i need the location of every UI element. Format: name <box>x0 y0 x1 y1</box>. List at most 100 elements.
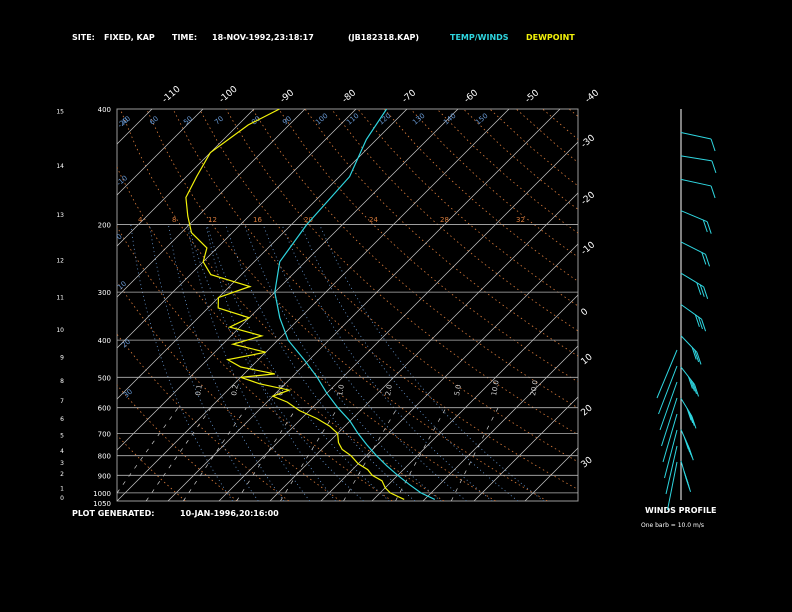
altitude-tick-label: 6 <box>60 416 64 423</box>
pressure-tick-label: 300 <box>98 289 111 297</box>
pressure-tick-label: 200 <box>98 222 111 230</box>
pressure-tick-label: 700 <box>98 430 111 438</box>
wind-barb-flag <box>696 352 702 365</box>
wind-barb-flag <box>706 221 712 234</box>
winds-note: One barb = 10.0 m/s <box>641 522 704 529</box>
wind-barb-flag <box>701 319 707 332</box>
dry-adiabat-line <box>278 109 578 383</box>
wind-barb-shaft <box>680 241 706 255</box>
wind-barb-flag <box>694 349 700 363</box>
wind-barb-flag <box>689 413 695 426</box>
wind-barb-flag <box>701 252 707 265</box>
file-value: (JB182318.KAP) <box>348 33 420 42</box>
top-isotherm-label: -80 <box>341 88 359 105</box>
theta-label: 110 <box>345 112 360 127</box>
mixing-ratio-line <box>236 407 297 501</box>
altitude-tick-label: 8 <box>60 378 64 385</box>
dry-adiabat-line <box>463 109 578 210</box>
wind-barb-flag <box>710 138 716 152</box>
dry-adiabat-line <box>146 109 548 501</box>
wind-barb-shaft <box>680 398 693 417</box>
dry-adiabat-line <box>117 166 445 501</box>
dry-adiabat-line <box>410 109 578 258</box>
top-isotherm-label: -50 <box>524 88 542 105</box>
wind-barb-shaft <box>680 155 712 162</box>
isotherm-line <box>117 109 510 501</box>
time-label: TIME: <box>172 33 198 42</box>
wind-barb-shaft <box>680 178 712 187</box>
dry-adiabat-line <box>542 109 578 140</box>
altitude-tick-label: 9 <box>60 354 64 361</box>
wind-barb-flag <box>705 254 710 267</box>
dry-adiabat-label: 20 <box>304 216 313 224</box>
wind-barb-flag <box>688 410 694 424</box>
wind-barb-shaft <box>680 131 712 140</box>
dry-adiabat-line <box>436 109 578 234</box>
isotherm-line <box>117 109 306 298</box>
isotherm-line <box>117 109 357 349</box>
right-isotherm-label: 30 <box>580 455 595 470</box>
theta-label: 150 <box>474 112 489 127</box>
wind-barb-shaft <box>661 397 678 447</box>
isotherm-line <box>117 109 153 145</box>
right-isotherm-label: 10 <box>580 352 595 367</box>
top-isotherm-label: -100 <box>218 84 240 105</box>
wind-barb-flag <box>689 379 695 392</box>
dewpoint-line <box>185 109 405 500</box>
top-isotherm-label: -60 <box>463 88 481 105</box>
dry-adiabat-line <box>304 109 578 357</box>
theta-label: 50 <box>182 115 194 127</box>
mixing-ratio-label: 10.0 <box>490 380 501 397</box>
isotherm-line <box>117 109 408 400</box>
dry-adiabat-line <box>489 109 578 187</box>
top-isotherm-label: -90 <box>279 88 297 105</box>
wind-barb-flag <box>702 219 708 233</box>
time-value: 18-NOV-1992,23:18:17 <box>212 33 314 42</box>
isotherm-line <box>167 109 561 501</box>
dry-adiabat-line <box>199 109 578 463</box>
dry-adiabat-label: 24 <box>369 216 378 224</box>
wind-barb-flag <box>694 314 700 327</box>
dry-adiabat-label: 32 <box>516 216 525 224</box>
chart-series <box>185 109 436 500</box>
wind-barb-flag <box>691 416 697 429</box>
moist-label: 30 <box>122 388 134 400</box>
wind-barb-flag <box>692 381 697 395</box>
wind-barb-flag <box>699 284 705 297</box>
dry-adiabat-label: 16 <box>253 216 262 224</box>
dry-adiabat-line <box>357 109 578 307</box>
theta-label: 100 <box>314 112 329 127</box>
mixing-ratio-line <box>145 407 212 501</box>
top-isotherm-label: -110 <box>161 84 183 105</box>
mixing-ratio-line <box>343 407 398 501</box>
isotherm-line <box>473 396 578 501</box>
moist-adiabat-line <box>244 224 441 501</box>
moist-label: 20 <box>120 338 132 350</box>
moist-adiabat-line <box>149 224 259 501</box>
site-label: SITE: <box>72 33 95 42</box>
theta-label: 40 <box>120 115 132 127</box>
moist-adiabat-line <box>262 224 467 501</box>
moist-adiabat-line <box>281 224 493 501</box>
dry-adiabat-line <box>383 109 578 282</box>
altitude-tick-label: 13 <box>56 212 64 219</box>
wind-barb-shaft <box>662 413 678 463</box>
moist-adiabat-line <box>225 224 416 501</box>
moist-adiabat-line <box>130 224 233 501</box>
wind-barb-shaft <box>680 272 704 288</box>
wind-barb-flag <box>691 347 697 360</box>
wind-barb-flag <box>698 316 703 330</box>
altitude-tick-label: 15 <box>56 108 64 115</box>
wind-barb-flag <box>686 408 692 421</box>
dry-adiabat-label: 4 <box>138 216 143 224</box>
chart-labels: 4002003004005006007008009001000105001234… <box>56 84 601 508</box>
pressure-tick-label: 600 <box>98 405 111 413</box>
chart-grid <box>116 108 579 502</box>
altitude-tick-label: 5 <box>60 433 64 440</box>
isotherm-line <box>371 294 578 501</box>
wind-barb-flag <box>694 384 699 397</box>
altitude-tick-label: 1 <box>60 486 64 493</box>
wind-barb-shaft <box>680 335 698 353</box>
dry-adiabat-line <box>119 109 496 501</box>
